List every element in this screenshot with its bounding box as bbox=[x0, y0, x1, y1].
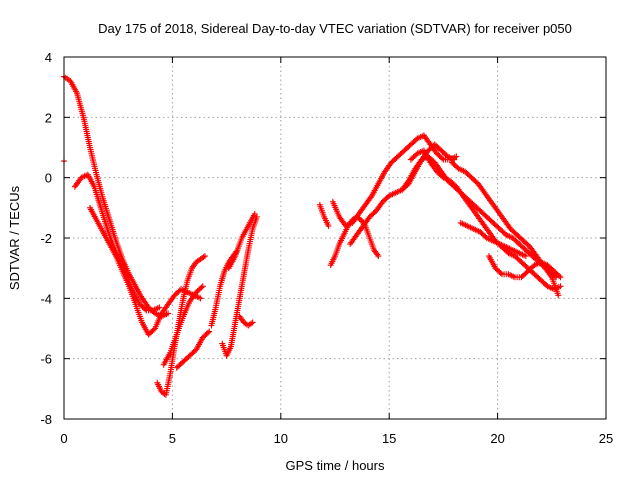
data-point bbox=[201, 253, 208, 260]
axis-ticks: 0 5 10 15 20 25 -8 -6 -4 -2 0 2 4 bbox=[40, 50, 613, 446]
data-point bbox=[375, 253, 382, 260]
data-point bbox=[248, 320, 255, 327]
x-axis-label: GPS time / hours bbox=[286, 458, 385, 473]
x-tick-label: 10 bbox=[274, 431, 288, 446]
y-tick-label: 4 bbox=[45, 50, 52, 65]
data-point bbox=[453, 153, 460, 160]
data-points bbox=[61, 73, 564, 398]
y-axis-label: SDTVAR / TECUs bbox=[7, 185, 22, 290]
grid bbox=[64, 57, 606, 419]
y-tick-label: -6 bbox=[40, 352, 52, 367]
data-point bbox=[557, 274, 564, 281]
data-point bbox=[198, 284, 205, 291]
y-tick-label: -2 bbox=[40, 231, 52, 246]
y-tick-label: -8 bbox=[40, 412, 52, 427]
data-point bbox=[325, 222, 332, 229]
data-point bbox=[199, 283, 206, 290]
data-point bbox=[555, 292, 562, 299]
x-tick-label: 5 bbox=[169, 431, 176, 446]
x-tick-label: 15 bbox=[382, 431, 396, 446]
data-point bbox=[497, 269, 504, 276]
data-point bbox=[556, 273, 563, 280]
x-tick-label: 20 bbox=[490, 431, 504, 446]
data-point bbox=[557, 283, 564, 290]
x-tick-label: 0 bbox=[60, 431, 67, 446]
data-point bbox=[206, 328, 213, 335]
data-point bbox=[251, 210, 258, 217]
data-point bbox=[204, 329, 211, 336]
y-tick-label: 0 bbox=[45, 171, 52, 186]
data-point bbox=[142, 306, 149, 313]
chart-title: Day 175 of 2018, Sidereal Day-to-day VTE… bbox=[98, 21, 572, 36]
data-point bbox=[522, 253, 529, 260]
data-point bbox=[451, 156, 458, 163]
data-point bbox=[439, 155, 446, 162]
data-point bbox=[150, 326, 157, 333]
y-tick-label: 2 bbox=[45, 110, 52, 125]
data-point bbox=[156, 304, 163, 311]
data-point bbox=[200, 254, 207, 261]
data-point bbox=[197, 295, 204, 302]
y-tick-label: -4 bbox=[40, 291, 52, 306]
data-point bbox=[249, 319, 256, 326]
data-point bbox=[165, 310, 172, 317]
x-tick-label: 25 bbox=[599, 431, 613, 446]
